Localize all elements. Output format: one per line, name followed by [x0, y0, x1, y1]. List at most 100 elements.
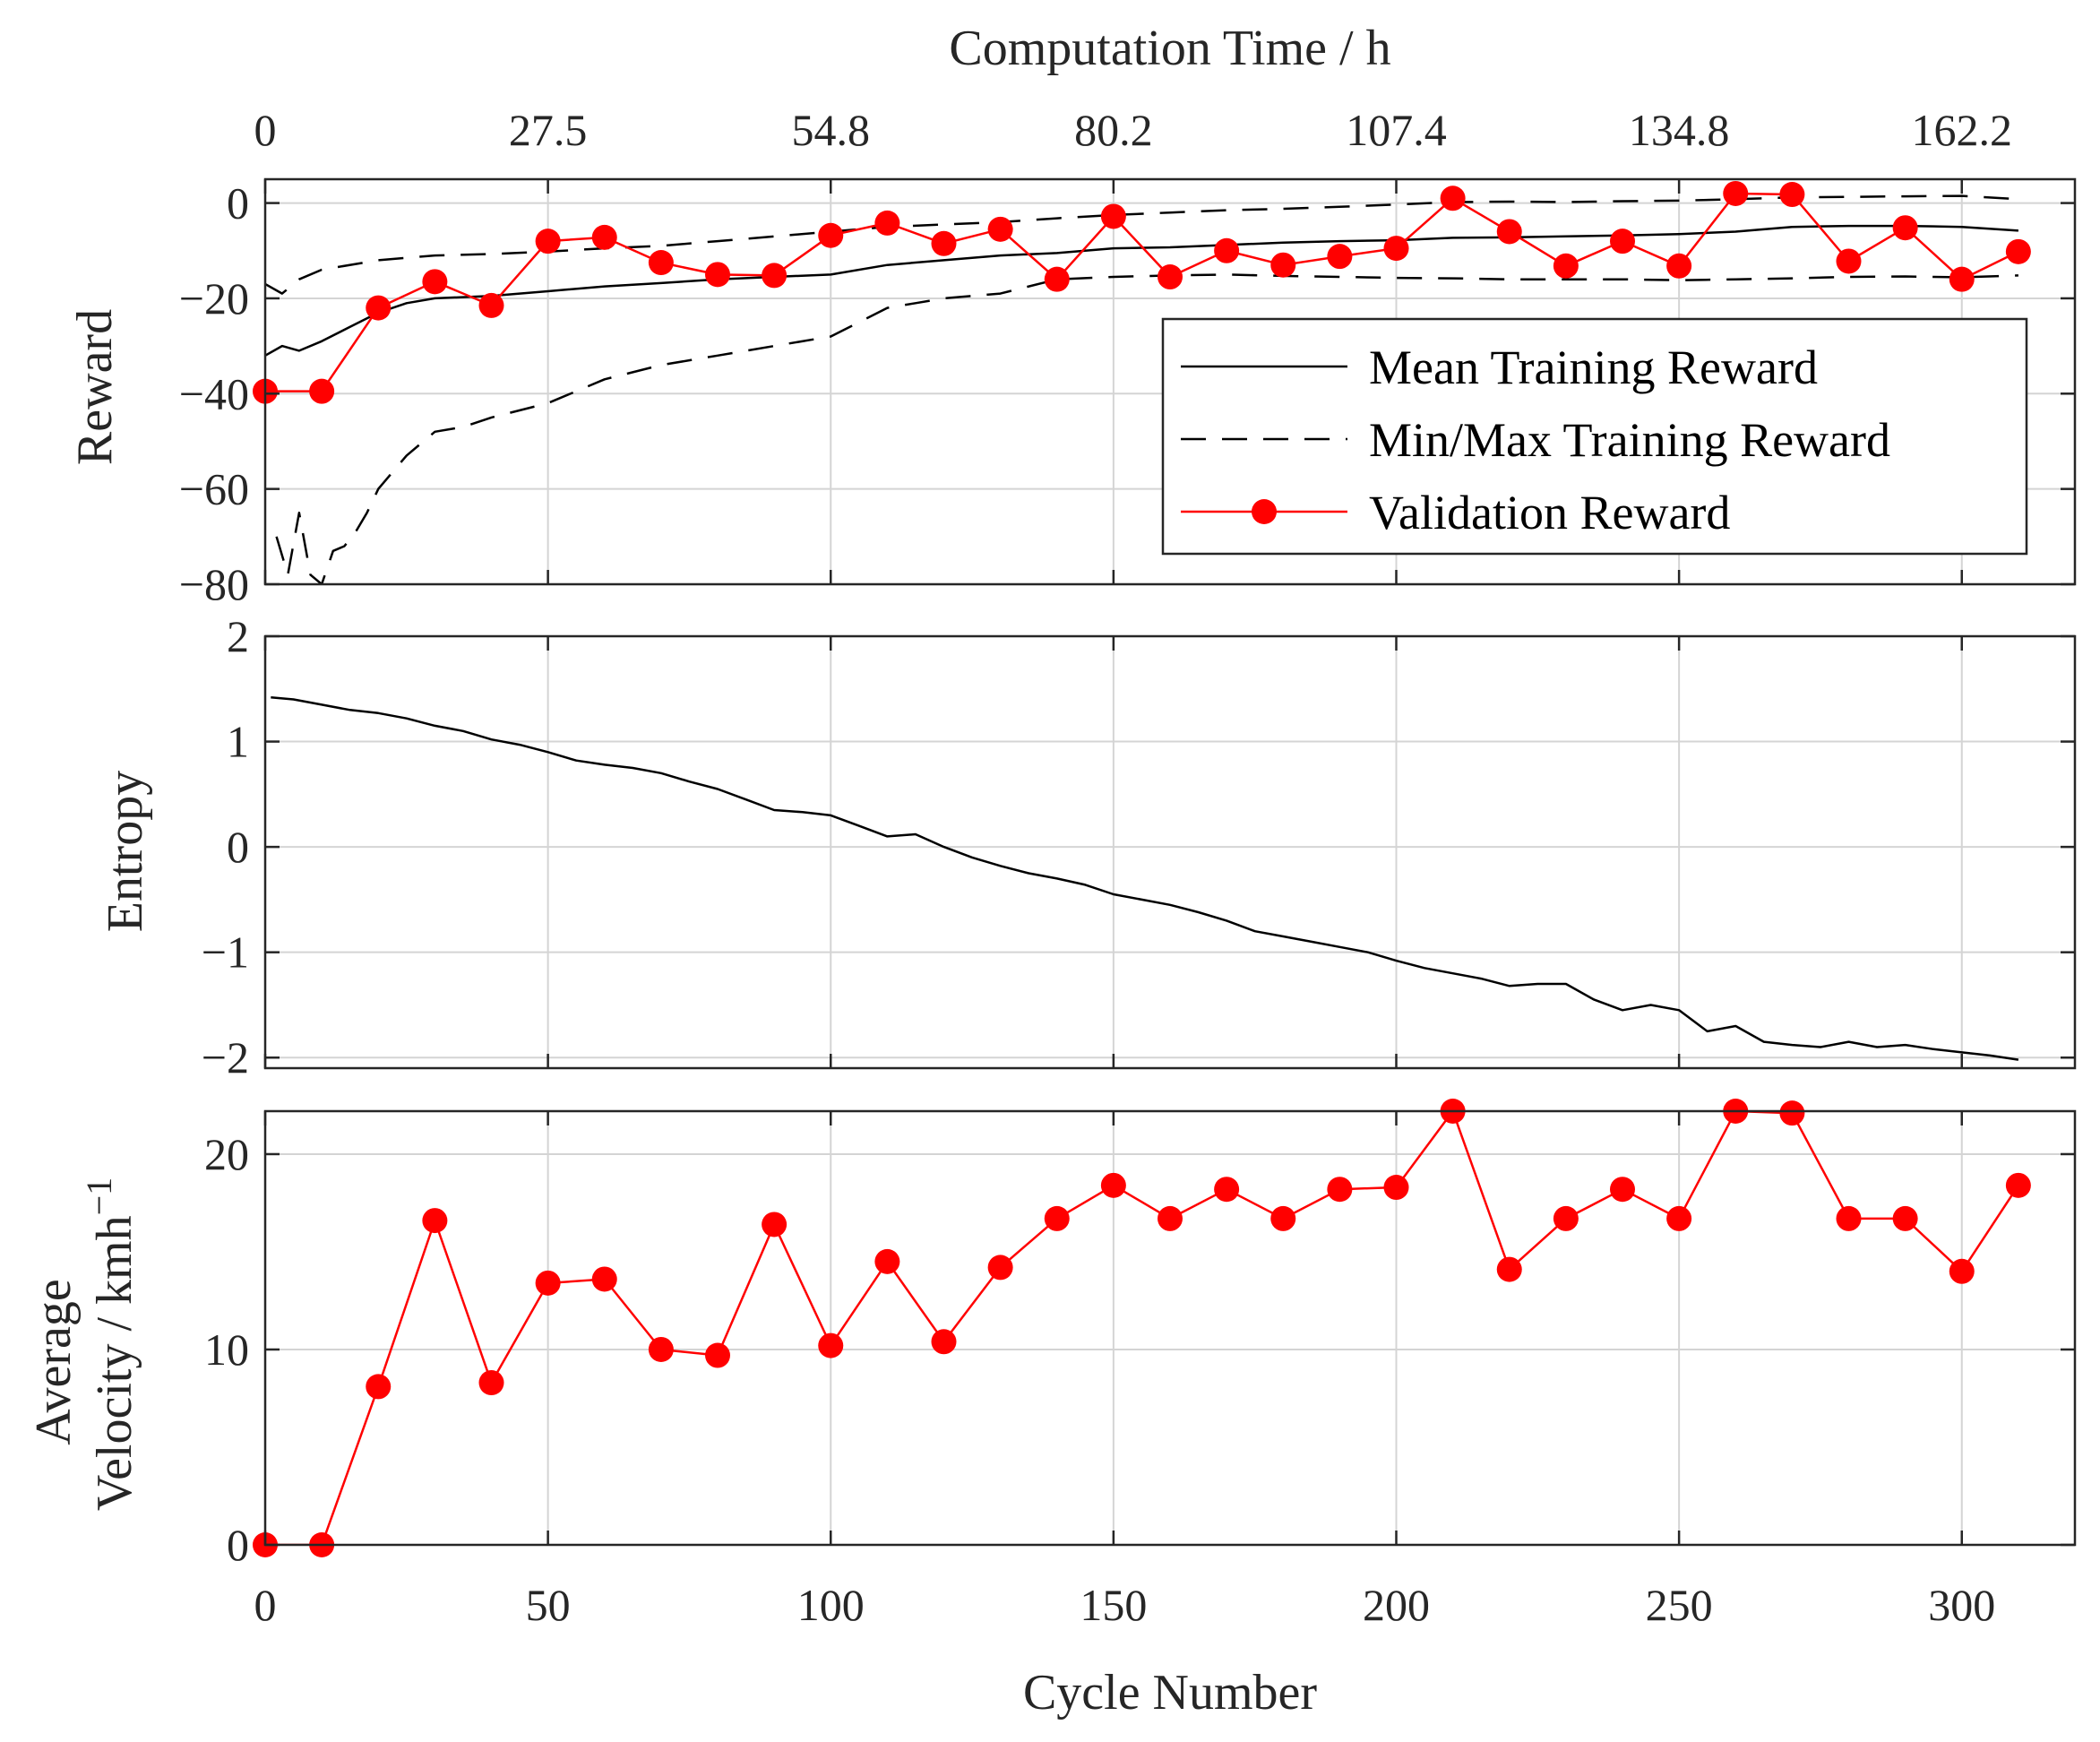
entropy-panel: −2 −1 0 1 2	[202, 611, 2077, 1082]
reward-point-3	[422, 269, 448, 295]
velocity-ytick-label-0: 0	[227, 1520, 249, 1570]
legend-validation-marker	[1252, 499, 1277, 524]
top-tick-label-3: 80.2	[1074, 105, 1153, 155]
velocity-ytick-label-1: 10	[204, 1324, 249, 1375]
velocity-y-label-line1: Average	[26, 1279, 82, 1445]
reward-point-31	[2005, 238, 2031, 264]
velocity-point-10	[818, 1332, 844, 1358]
x-tick-label-3: 150	[1080, 1580, 1147, 1630]
reward-point-26	[1723, 180, 1749, 206]
entropy-ytick-label-4: 2	[227, 611, 249, 661]
velocity-point-22	[1496, 1256, 1522, 1282]
velocity-point-16	[1158, 1205, 1183, 1231]
velocity-point-19	[1327, 1177, 1353, 1203]
reward-series	[253, 180, 2031, 584]
reward-point-10	[818, 222, 844, 248]
velocity-point-11	[874, 1248, 900, 1274]
reward-ytick-label-2: −40	[179, 368, 249, 418]
velocity-point-8	[705, 1342, 730, 1368]
top-tick-label-4: 107.4	[1346, 105, 1447, 155]
reward-panel: −80 −60 −40 −20 00 27.5 54.8 80.2 107.4 134.8 162.…	[179, 105, 2077, 609]
reward-point-12	[931, 230, 957, 256]
x-axis-label: Cycle Number	[1023, 1665, 1317, 1720]
reward-point-29	[1892, 215, 1918, 241]
reward-point-5	[535, 229, 561, 254]
reward-point-7	[648, 250, 674, 276]
x-tick-label-6: 300	[1928, 1580, 1995, 1630]
reward-point-15	[1100, 203, 1126, 229]
reward-point-14	[1044, 266, 1070, 292]
top-tick-label-2: 54.8	[792, 105, 871, 155]
velocity-point-7	[648, 1336, 674, 1362]
reward-point-8	[705, 262, 730, 288]
velocity-point-24	[1610, 1177, 1635, 1203]
reward-point-28	[1836, 248, 1862, 274]
legend-box	[1161, 317, 2028, 556]
velocity-point-27	[1779, 1100, 1805, 1126]
velocity-point-30	[1949, 1258, 1975, 1284]
reward-point-25	[1666, 253, 1692, 279]
reward-point-13	[987, 216, 1013, 242]
velocity-y-label-line2: Velocity / kmh−1	[79, 1177, 142, 1511]
legend-mean-label: Mean Training Reward	[1369, 341, 1818, 394]
velocity-point-4	[478, 1370, 504, 1396]
velocity-point-13	[987, 1255, 1013, 1281]
velocity-point-25	[1666, 1205, 1692, 1231]
velocity-point-20	[1383, 1175, 1409, 1201]
reward-ytick-label-4: 0	[227, 178, 249, 229]
reward-point-22	[1496, 219, 1522, 245]
reward-point-1	[309, 378, 335, 404]
reward-ytick-label-0: −80	[179, 559, 249, 609]
top-tick-label-1: 27.5	[509, 105, 588, 155]
entropy-series	[271, 695, 2019, 1061]
top-tick-label-0: 0	[254, 105, 277, 155]
entropy-series-line-0	[271, 695, 2019, 1061]
reward-point-19	[1327, 244, 1353, 270]
top-tick-label-5: 134.8	[1629, 105, 1730, 155]
velocity-ytick-label-2: 20	[204, 1129, 249, 1179]
entropy-ytick-label-1: −1	[202, 927, 249, 978]
reward-point-2	[366, 295, 392, 321]
velocity-point-23	[1553, 1205, 1579, 1231]
reward-ytick-label-1: −60	[179, 464, 249, 514]
x-tick-label-4: 200	[1363, 1580, 1430, 1630]
legend-validation-label: Validation Reward	[1369, 486, 1730, 539]
velocity-point-6	[591, 1266, 617, 1292]
reward-point-18	[1270, 252, 1296, 278]
entropy-y-label: Entropy	[98, 771, 153, 932]
velocity-y-label-main: Velocity / kmh	[87, 1215, 142, 1511]
velocity-point-18	[1270, 1205, 1296, 1231]
reward-y-label: Reward	[67, 309, 123, 465]
velocity-point-5	[535, 1270, 561, 1296]
velocity-point-12	[931, 1329, 957, 1355]
x-tick-label-2: 100	[797, 1580, 865, 1630]
velocity-axis-box	[263, 1109, 2077, 1547]
velocity-point-2	[366, 1374, 392, 1400]
entropy-ytick-label-2: 0	[227, 822, 249, 872]
legend-minmax-label: Min/Max Training Reward	[1369, 413, 1890, 467]
reward-axis-box	[263, 177, 2077, 586]
top-tick-label-6: 162.2	[1912, 105, 2013, 155]
top-axis-label: Computation Time / h	[949, 21, 1390, 76]
reward-point-17	[1214, 237, 1240, 263]
reward-point-23	[1553, 253, 1579, 279]
x-tick-label-5: 250	[1646, 1580, 1713, 1630]
velocity-point-14	[1044, 1205, 1070, 1231]
reward-point-30	[1949, 266, 1975, 292]
velocity-point-29	[1892, 1205, 1918, 1231]
reward-point-27	[1779, 182, 1805, 208]
velocity-point-28	[1836, 1205, 1862, 1231]
entropy-ytick-label-0: −2	[202, 1032, 249, 1082]
reward-point-4	[478, 292, 504, 318]
reward-point-24	[1610, 229, 1635, 254]
entropy-axis-box	[263, 634, 2077, 1070]
reward-ytick-label-3: −20	[179, 273, 249, 323]
reward-point-16	[1158, 264, 1183, 290]
velocity-point-15	[1100, 1172, 1126, 1198]
reward-point-21	[1440, 185, 1466, 211]
reward-point-9	[762, 263, 788, 289]
